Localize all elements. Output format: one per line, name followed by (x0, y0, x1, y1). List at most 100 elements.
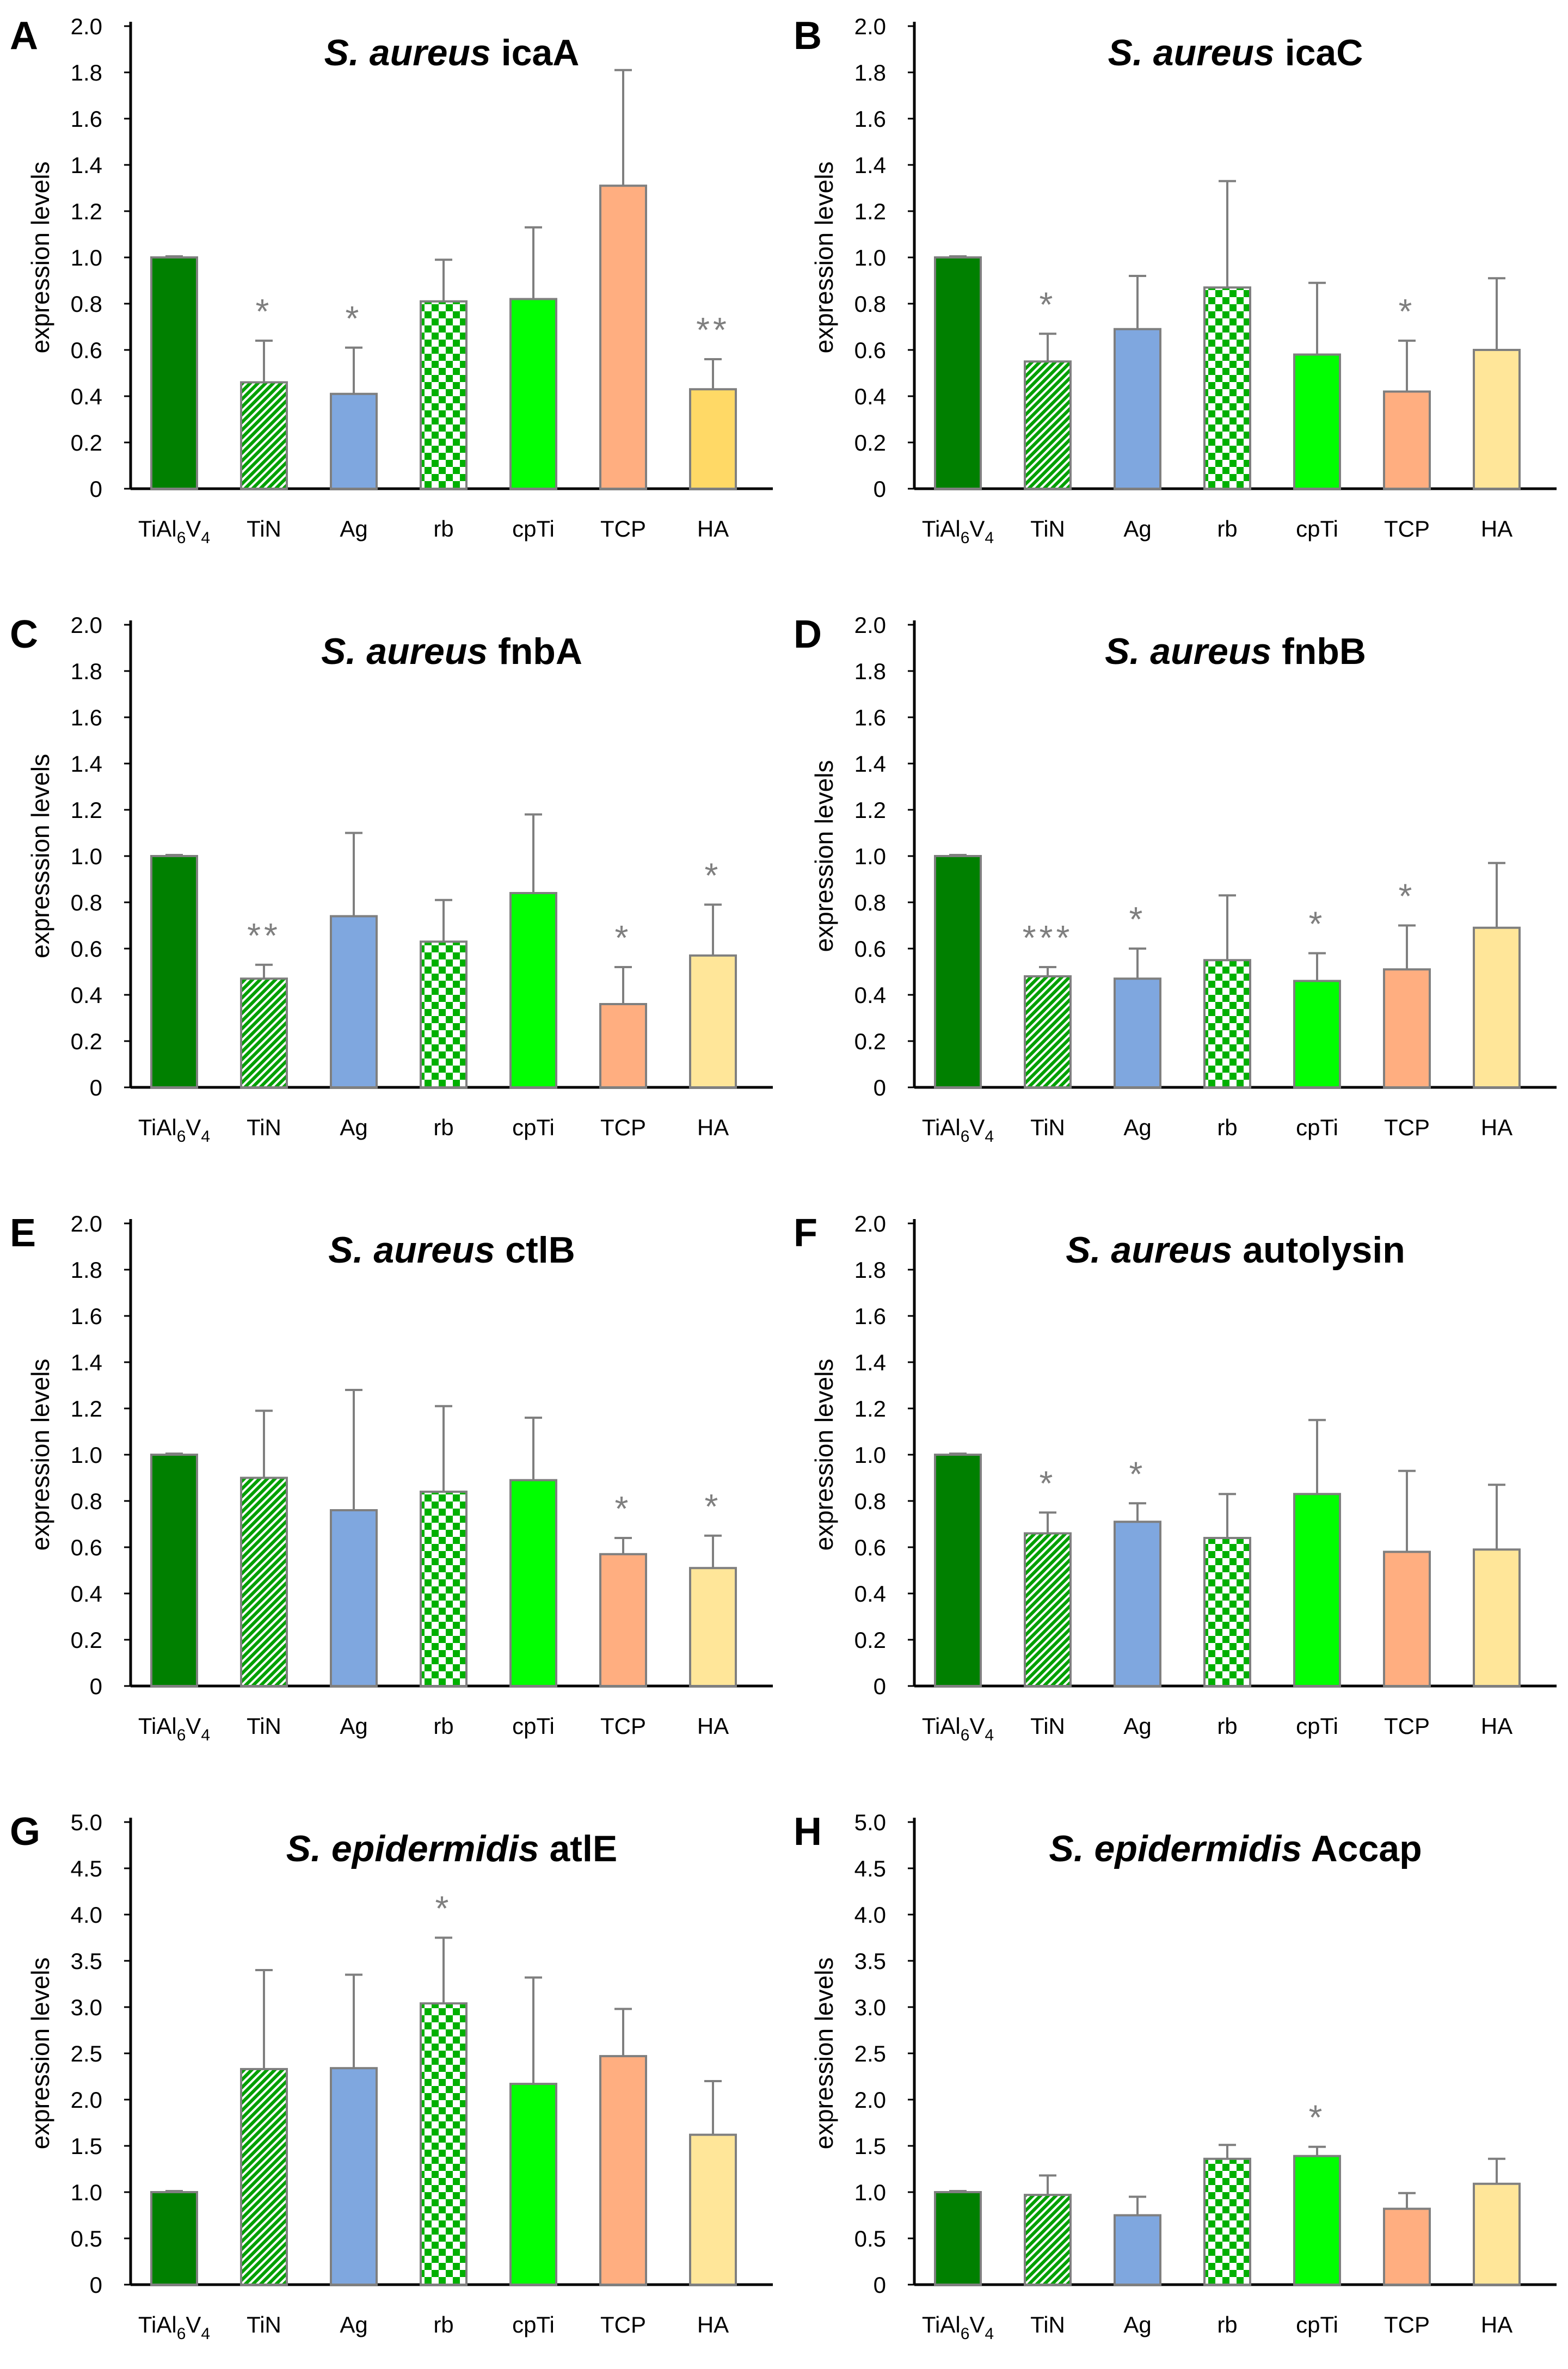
y-tick-label: 0.2 (71, 1627, 102, 1653)
bar-ag (330, 2067, 378, 2286)
y-tick-label: 2.0 (71, 2087, 102, 2113)
y-tick-label: 1.2 (854, 199, 886, 224)
y-tick-label: 1.0 (854, 844, 886, 869)
bar-ag (1114, 2214, 1161, 2286)
y-tick-label: 3.5 (854, 1948, 886, 1974)
title-gene: fnbA (488, 631, 582, 672)
y-tick-label: 0.5 (854, 2226, 886, 2251)
bar-tcp (1383, 2207, 1431, 2286)
x-tick-label: TiN (1030, 1713, 1065, 1739)
y-tick-label: 2.0 (854, 612, 886, 638)
y-tick-label: 3.0 (854, 1995, 886, 2020)
y-tick-label: 2.0 (854, 14, 886, 39)
bar-ag (1114, 328, 1161, 490)
significance-marker: * (615, 1489, 632, 1528)
chart-panel-c: C S. aureus fnbA expresssion levels 0 0.2 0.4… (10, 612, 773, 1146)
y-tick-label: 4.0 (854, 1902, 886, 1928)
significance-marker: * (1309, 904, 1326, 944)
title-species: S. aureus (1108, 32, 1275, 73)
y-tick-label: 1.6 (71, 1303, 102, 1329)
y-tick-label: 1.6 (854, 106, 886, 132)
x-tick-label: TiN (1030, 2312, 1065, 2337)
bar-ha (689, 1567, 737, 1687)
bar-cpti (509, 892, 557, 1088)
x-tick-label: TCP (600, 1713, 646, 1739)
x-tick-label: Ag (1123, 1713, 1151, 1739)
y-tick-label: 1.0 (71, 1442, 102, 1468)
panel-letter: F (794, 1211, 817, 1255)
significance-marker: * (1129, 1454, 1146, 1493)
y-tick-label: 1.6 (71, 106, 102, 132)
bar-tial6v4 (934, 2191, 982, 2286)
y-axis-label: expression levels (26, 162, 54, 354)
x-tick-label: TiN (1030, 1115, 1065, 1140)
bar-tial6v4 (934, 256, 982, 490)
y-tick-label: 2.5 (854, 2041, 886, 2066)
y-tick-label: 2.0 (854, 2087, 886, 2113)
y-tick-label: 1.2 (71, 1396, 102, 1422)
bar-tin (240, 381, 288, 490)
significance-marker: * (346, 299, 362, 338)
y-tick-label: 4.5 (71, 1856, 102, 1881)
x-tick-label: HA (1481, 2312, 1512, 2337)
significance-marker: *** (1023, 918, 1073, 957)
bar-tcp (599, 184, 647, 490)
y-tick-label: 1.4 (854, 152, 886, 178)
y-tick-label: 1.5 (854, 2133, 886, 2159)
significance-marker: * (1399, 877, 1416, 916)
bar-ha (689, 2133, 737, 2286)
title-gene: fnbB (1271, 631, 1366, 672)
y-tick-label: 1.0 (854, 2180, 886, 2205)
significance-marker: * (705, 856, 722, 895)
y-axis-label: expression levels (26, 1958, 54, 2150)
x-tick-label: HA (697, 1713, 729, 1739)
bar-ag (330, 392, 378, 490)
x-tick-label: rb (1217, 516, 1237, 542)
bar-ha (1473, 2182, 1521, 2286)
x-tick-label: HA (697, 1115, 729, 1140)
bar-rb (420, 1491, 468, 1687)
y-tick-label: 0.4 (854, 982, 886, 1008)
title-gene: atlE (539, 1828, 618, 1869)
y-tick-label: 0 (874, 1075, 886, 1100)
y-tick-label: 0 (90, 476, 102, 502)
bar-ag (330, 915, 378, 1088)
bar-rb (1203, 1537, 1251, 1687)
bar-tin (1024, 1532, 1072, 1687)
y-tick-label: 1.8 (71, 1257, 102, 1283)
y-axis-label: expresssion levels (26, 754, 54, 958)
y-tick-label: 0.2 (854, 430, 886, 456)
x-tick-label: Ag (340, 1115, 367, 1140)
y-tick-label: 1.6 (854, 1303, 886, 1329)
bar-tcp (599, 1553, 647, 1687)
y-tick-label: 0.4 (854, 384, 886, 409)
significance-marker: * (256, 292, 273, 331)
panel-letter: A (10, 14, 38, 58)
bar-rb (1203, 286, 1251, 490)
x-tick-label: rb (433, 1115, 453, 1140)
y-tick-label: 1.8 (854, 60, 886, 85)
chart-title: S. aureus icaC (1108, 32, 1363, 73)
chart-panel-a: A S. aureus icaA expression levels 0 0.2 0.4 0… (10, 14, 773, 547)
y-tick-label: 0.2 (71, 430, 102, 456)
x-tick-label: cpTi (512, 1115, 555, 1140)
bar-tcp (599, 1003, 647, 1088)
bar-ha (689, 388, 737, 490)
y-tick-label: 0.6 (854, 936, 886, 962)
y-tick-label: 1.8 (71, 659, 102, 684)
x-tick-label: TiN (247, 1115, 281, 1140)
y-tick-label: 0 (90, 1673, 102, 1699)
title-species: S. aureus (324, 32, 491, 73)
x-tick-label: TiAl6V4 (922, 1713, 994, 1744)
y-tick-label: 5.0 (854, 1810, 886, 1835)
x-tick-label: TiAl6V4 (138, 1713, 210, 1744)
x-tick-label: TiAl6V4 (922, 1115, 994, 1146)
y-tick-label: 1.4 (71, 1350, 102, 1375)
x-tick-label: HA (1481, 1713, 1512, 1739)
y-tick-label: 1.6 (854, 705, 886, 730)
x-tick-label: cpTi (1296, 2312, 1338, 2337)
y-axis-label: expression levels (810, 162, 838, 354)
significance-marker: * (1040, 1463, 1056, 1503)
bar-tcp (1383, 390, 1431, 490)
y-tick-label: 0 (90, 2272, 102, 2298)
